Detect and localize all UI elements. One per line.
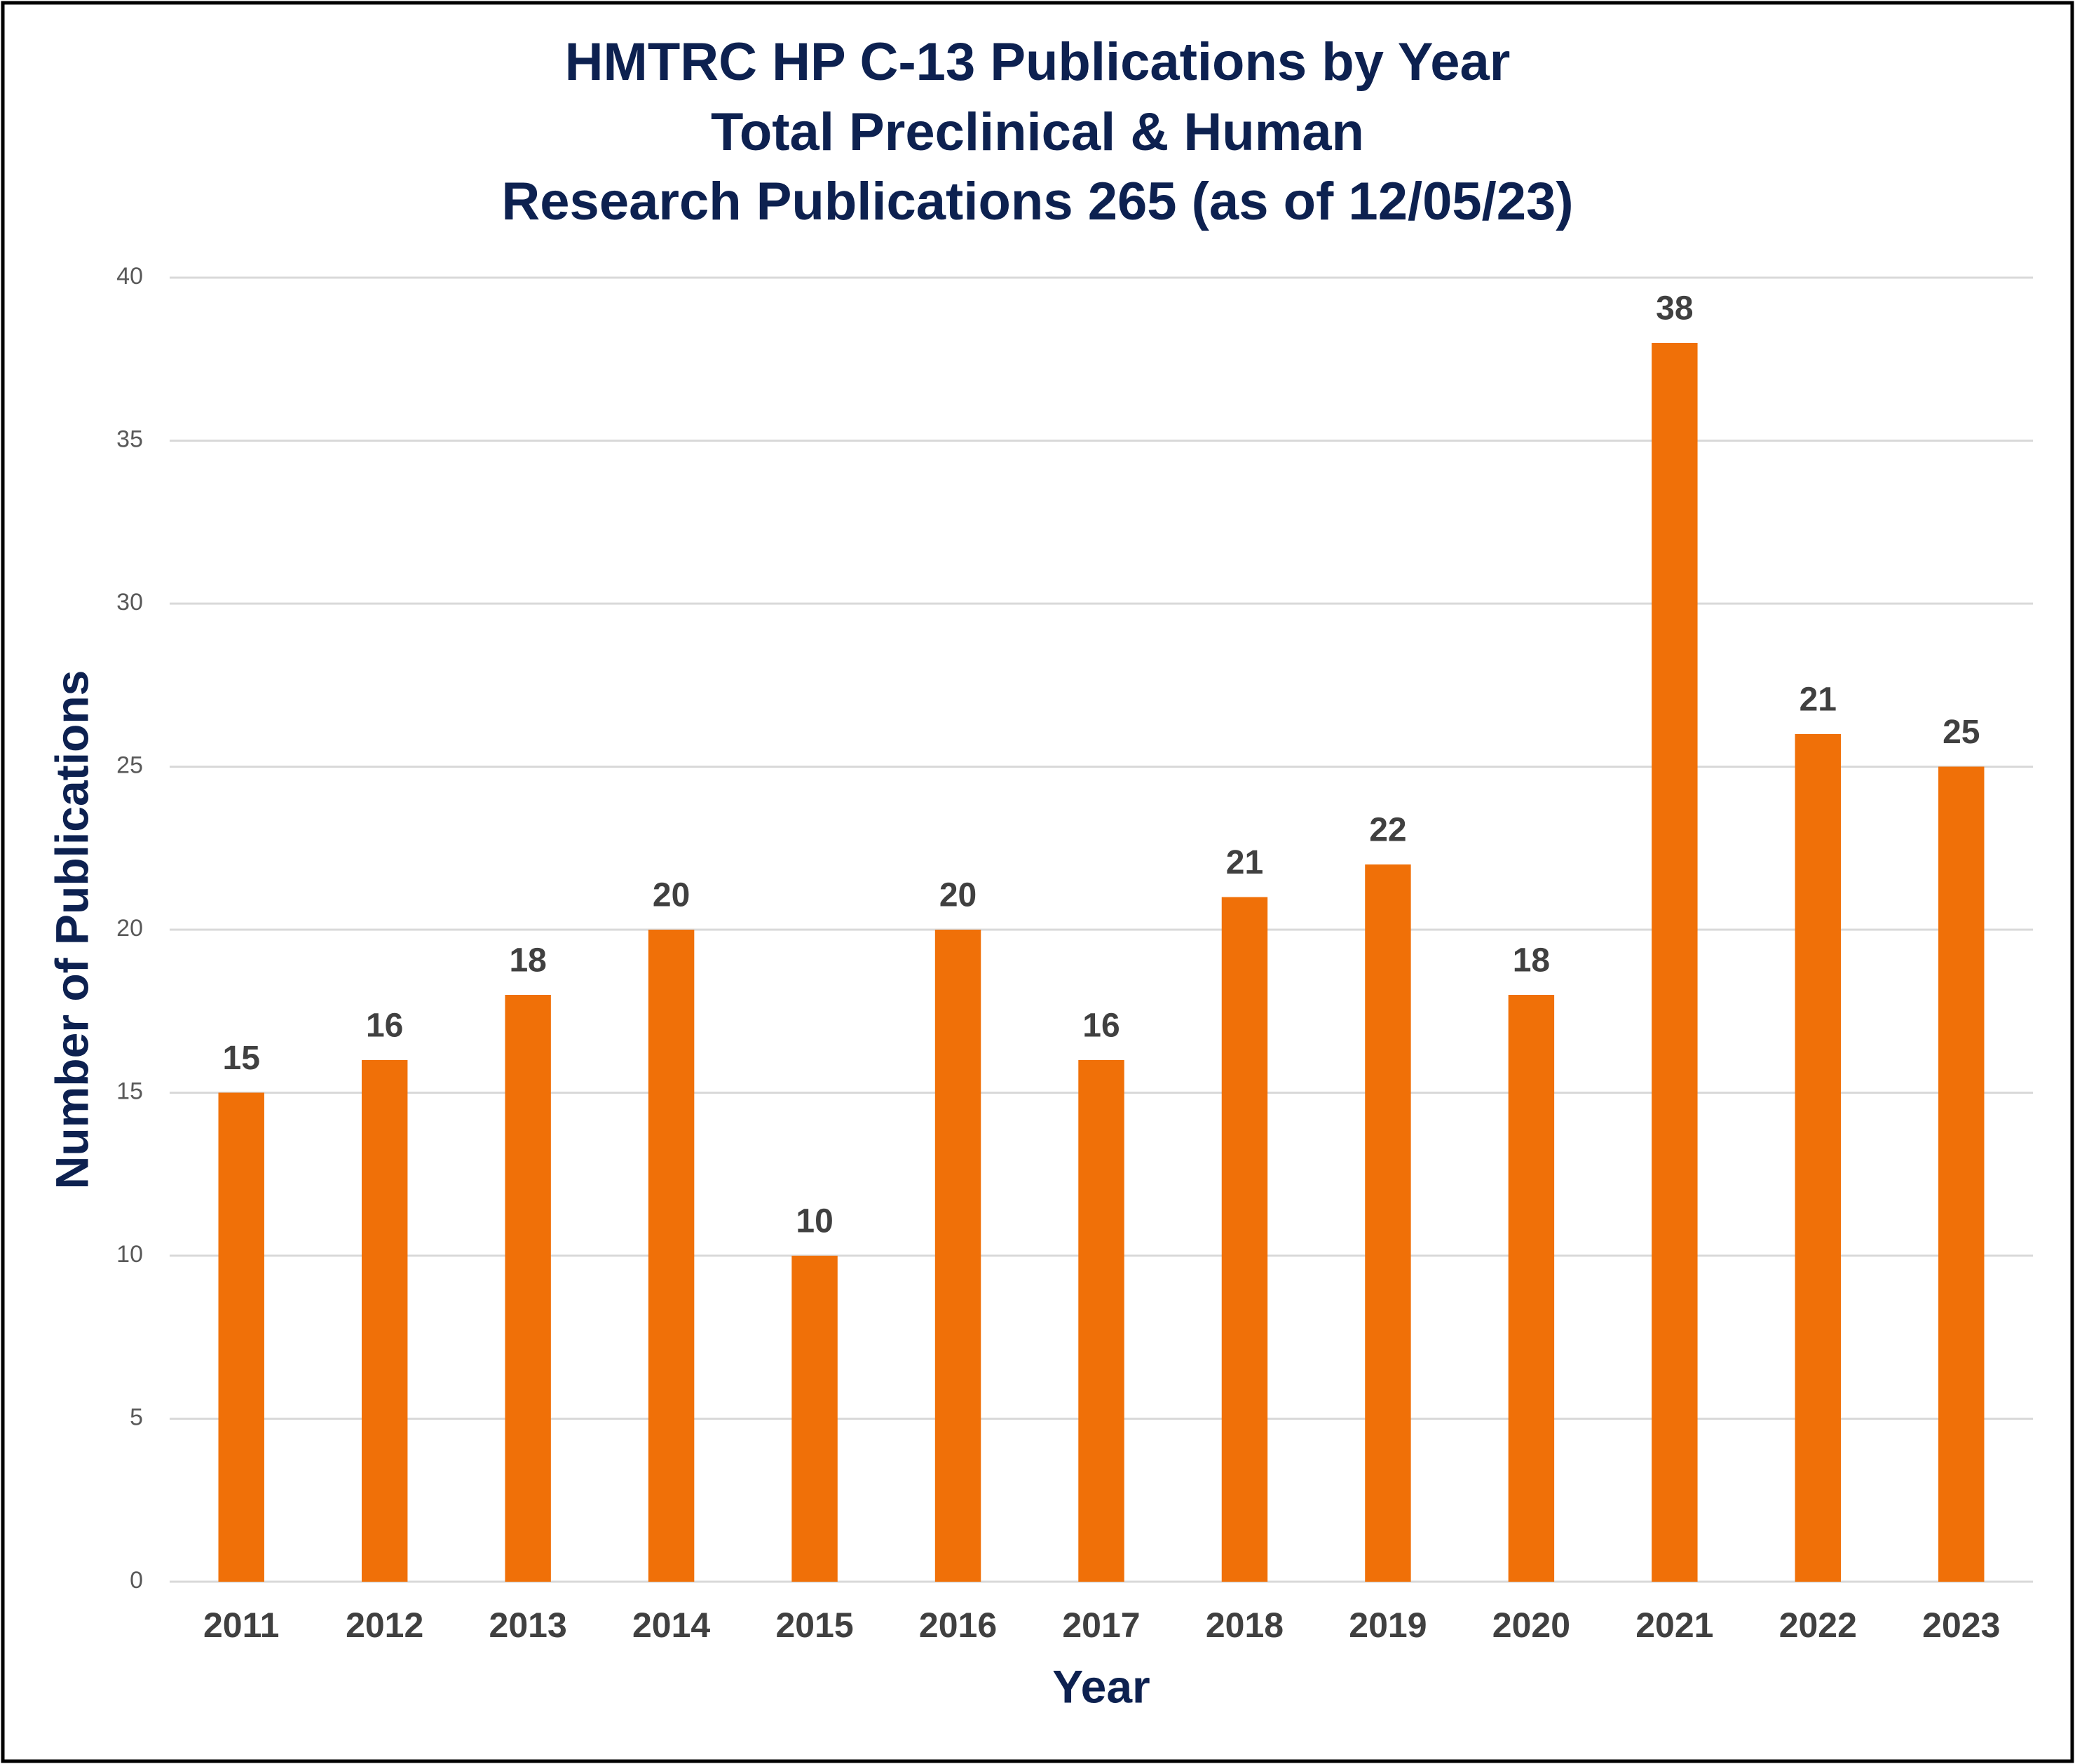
x-tick-label: 2015 [775, 1606, 853, 1645]
data-label: 25 [1943, 714, 1980, 751]
y-tick-label: 40 [116, 263, 143, 290]
chart-title: Total Preclinical & Human [711, 102, 1364, 162]
bar [361, 1060, 408, 1582]
x-tick-label: 2011 [203, 1606, 279, 1645]
y-tick-label: 15 [116, 1078, 143, 1104]
bar [1795, 734, 1842, 1582]
bar [1078, 1060, 1124, 1582]
y-tick-label: 35 [116, 426, 143, 452]
bar [934, 930, 981, 1582]
data-label: 18 [509, 942, 546, 979]
data-label: 21 [1800, 681, 1837, 719]
x-tick-label: 2023 [1922, 1606, 2000, 1645]
y-tick-label: 5 [130, 1404, 143, 1430]
x-tick-label: 2017 [1062, 1606, 1140, 1645]
bar [1508, 995, 1555, 1582]
data-label: 22 [1369, 812, 1406, 849]
x-tick-label: 2016 [919, 1606, 997, 1645]
y-tick-label: 10 [116, 1241, 143, 1268]
data-label: 16 [366, 1007, 403, 1045]
data-label: 21 [1226, 844, 1263, 881]
y-tick-label: 25 [116, 752, 143, 778]
x-tick-label: 2021 [1635, 1606, 1713, 1645]
bar [648, 930, 695, 1582]
y-axis-title: Number of Publications [46, 670, 97, 1190]
bar [1652, 343, 1698, 1582]
x-tick-label: 2019 [1349, 1606, 1427, 1645]
bar [791, 1256, 838, 1582]
chart-title: Research Publications 265 (as of 12/05/2… [501, 172, 1573, 231]
chart-title: HMTRC HP C-13 Publications by Year [565, 32, 1511, 92]
x-tick-label: 2013 [489, 1606, 567, 1645]
data-label: 15 [223, 1040, 260, 1077]
x-tick-label: 2020 [1492, 1606, 1570, 1645]
bar [505, 995, 551, 1582]
y-tick-label: 20 [116, 915, 143, 942]
x-axis-title: Year [1052, 1660, 1150, 1712]
bar [218, 1092, 264, 1582]
y-tick-label: 30 [116, 589, 143, 616]
bar [1221, 897, 1268, 1582]
x-tick-label: 2018 [1206, 1606, 1284, 1645]
data-label: 20 [653, 877, 690, 914]
data-label: 38 [1656, 290, 1693, 327]
bar [1938, 766, 1985, 1582]
data-label: 16 [1082, 1007, 1120, 1045]
bar [1365, 864, 1411, 1582]
x-tick-label: 2014 [632, 1606, 710, 1645]
data-label: 10 [796, 1203, 833, 1240]
x-tick-label: 2012 [346, 1606, 423, 1645]
y-tick-label: 0 [130, 1567, 143, 1594]
data-label: 20 [939, 877, 977, 914]
data-label: 18 [1513, 942, 1550, 979]
x-tick-label: 2022 [1779, 1606, 1857, 1645]
